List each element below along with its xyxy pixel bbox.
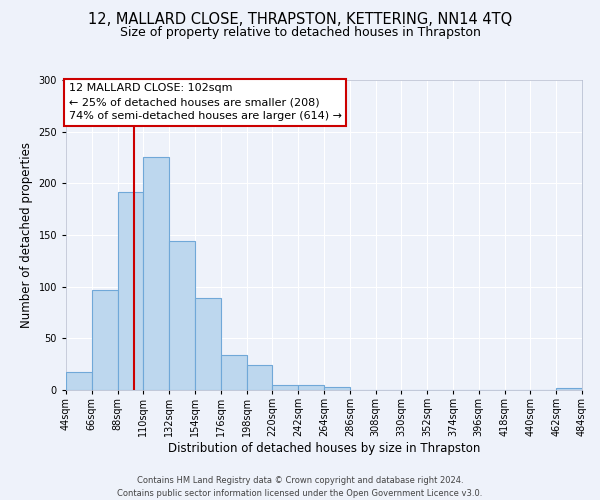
Text: Contains HM Land Registry data © Crown copyright and database right 2024.
Contai: Contains HM Land Registry data © Crown c… [118,476,482,498]
X-axis label: Distribution of detached houses by size in Thrapston: Distribution of detached houses by size … [168,442,480,455]
Text: 12, MALLARD CLOSE, THRAPSTON, KETTERING, NN14 4TQ: 12, MALLARD CLOSE, THRAPSTON, KETTERING,… [88,12,512,28]
Bar [169,241,195,390]
Bar [195,298,221,390]
Bar [143,158,169,390]
Text: Size of property relative to detached houses in Thrapston: Size of property relative to detached ho… [119,26,481,39]
Bar [66,372,92,390]
Bar [556,388,582,390]
Text: 12 MALLARD CLOSE: 102sqm
← 25% of detached houses are smaller (208)
74% of semi-: 12 MALLARD CLOSE: 102sqm ← 25% of detach… [68,83,341,121]
Bar [324,387,350,390]
Bar [272,385,298,390]
Bar [298,385,324,390]
Bar [221,355,247,390]
Y-axis label: Number of detached properties: Number of detached properties [20,142,33,328]
Bar [118,192,143,390]
Bar [247,365,272,390]
Bar [92,290,118,390]
